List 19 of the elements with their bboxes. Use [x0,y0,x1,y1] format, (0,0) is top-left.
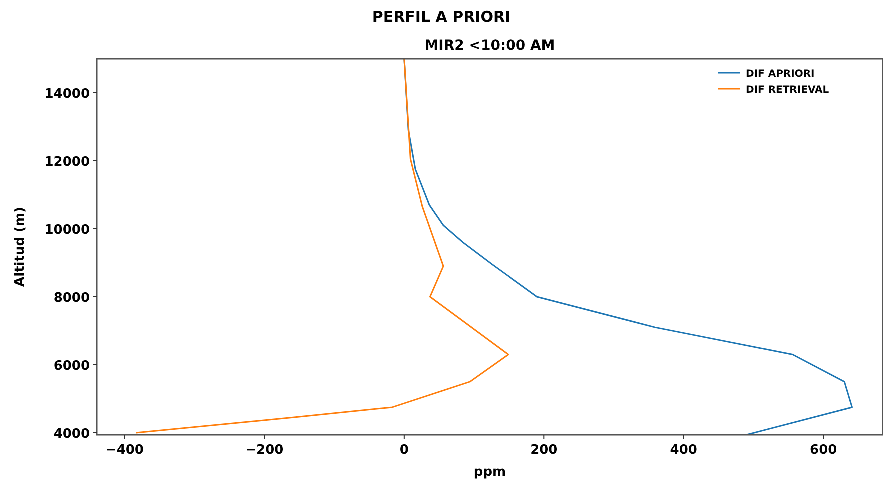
x-tick-label: 400 [670,443,698,458]
line-series [135,59,510,434]
legend-label: DIF APRIORI [746,69,815,80]
x-tick-label: −200 [246,443,284,458]
y-tick-label: 10000 [44,222,90,238]
y-tick-label: 8000 [54,290,90,306]
y-tick-label: 14000 [44,86,90,102]
x-tick-label: 600 [810,443,838,458]
y-tick-label: 4000 [54,426,90,442]
chart-subtitle: MIR2 <10:00 AM [424,38,556,54]
x-tick-label: 0 [400,443,409,458]
y-tick-label: 12000 [44,154,90,170]
x-tick-label: −400 [106,443,144,458]
y-axis-title: Altitud (m) [13,207,28,287]
legend-label: DIF RETRIEVAL [746,85,830,96]
chart-title: PERFIL A PRIORI [372,8,511,26]
x-axis-title: ppm [474,465,506,480]
x-tick-label: 200 [530,443,558,458]
y-tick-label: 6000 [54,358,90,374]
